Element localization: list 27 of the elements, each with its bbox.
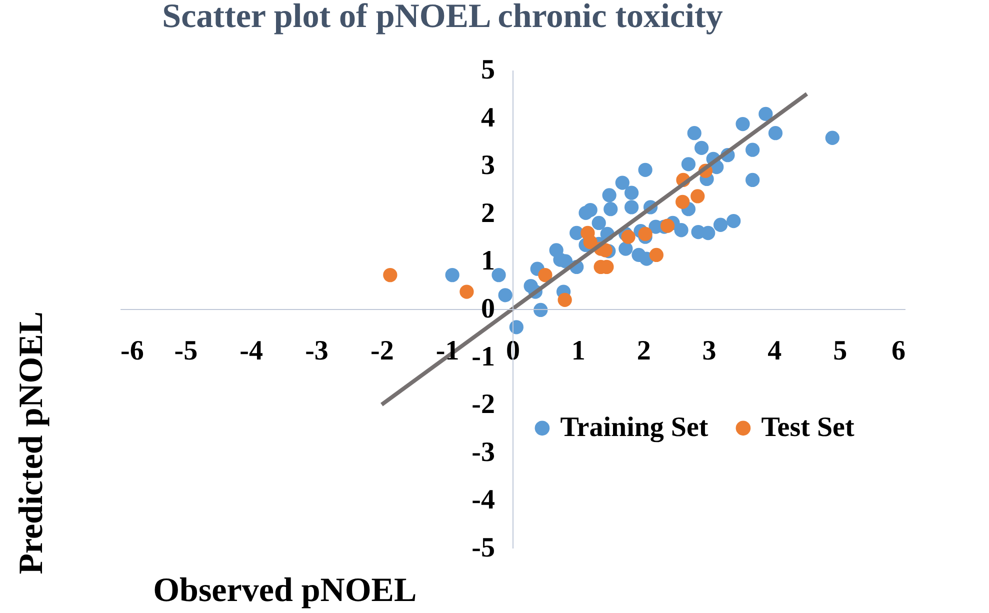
x-tick-label: -2 bbox=[370, 336, 394, 366]
y-tick-label: -4 bbox=[472, 484, 495, 516]
y-tick-label: 2 bbox=[481, 198, 495, 229]
x-tick-label: 3 bbox=[702, 336, 716, 366]
y-tick-label: 0 bbox=[481, 294, 495, 324]
x-tick-label: -3 bbox=[305, 336, 328, 366]
legend-label: Training Set bbox=[560, 412, 709, 444]
y-tick-label: 5 bbox=[481, 54, 495, 86]
y-tick-label: 1 bbox=[481, 246, 495, 277]
x-tick-label: 1 bbox=[571, 336, 586, 366]
y-axis-title: Predicted pNOEL bbox=[13, 311, 50, 574]
x-tick-label: 4 bbox=[768, 336, 782, 366]
x-tick-label: 0 bbox=[506, 336, 520, 366]
x-tick-label: -6 bbox=[120, 336, 144, 366]
y-tick-label: -3 bbox=[472, 436, 495, 468]
x-tick-label: -4 bbox=[240, 336, 263, 366]
legend-label: Test Set bbox=[761, 412, 855, 444]
y-tick-label: 3 bbox=[481, 150, 495, 182]
chart-title: Scatter plot of pNOEL chronic toxicity bbox=[162, 0, 723, 35]
y-tick-label: -2 bbox=[472, 389, 495, 420]
x-tick-label: -5 bbox=[174, 336, 198, 366]
y-tick-label: 4 bbox=[481, 102, 495, 134]
x-tick-label: 5 bbox=[833, 336, 848, 366]
x-tick-label: 6 bbox=[892, 336, 906, 366]
x-axis-title: Observed pNOEL bbox=[153, 572, 417, 609]
y-tick-label: -5 bbox=[472, 532, 495, 564]
x-tick-label: 2 bbox=[636, 336, 651, 366]
